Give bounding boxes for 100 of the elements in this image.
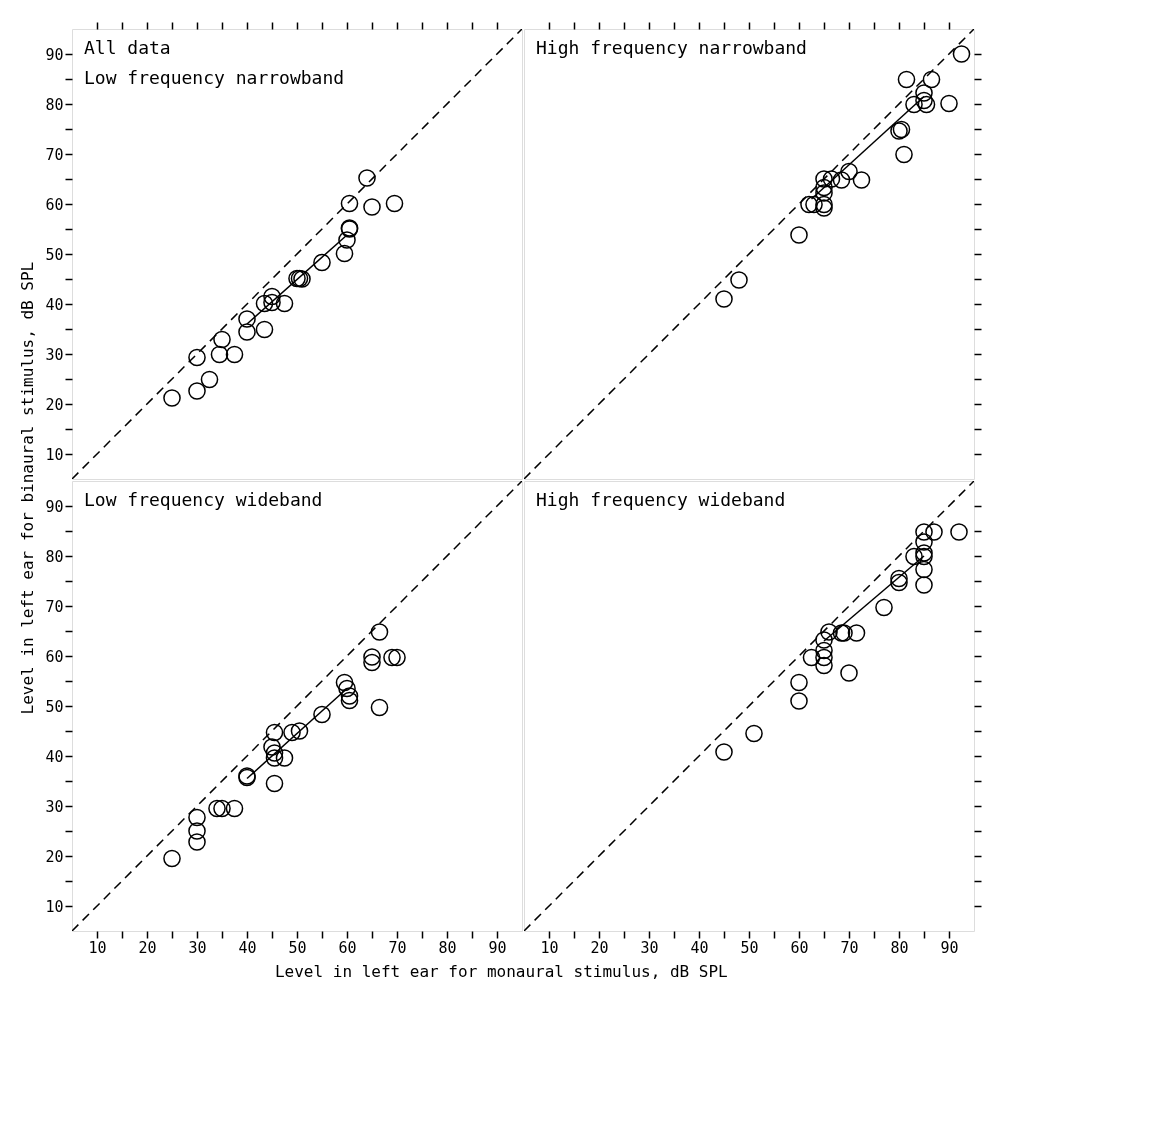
y-tick-label: 60 [45,647,64,666]
y-tick-label: 80 [45,547,64,566]
x-tick-label: 20 [590,938,609,957]
point [952,45,971,63]
point [915,84,933,102]
point [915,533,933,551]
point [832,171,851,189]
y-tick-label: 90 [45,497,64,516]
annotation: High frequency wideband [536,489,786,510]
point [383,648,401,667]
y-tick-label: 90 [45,45,64,64]
y-tick-label: 20 [45,395,64,414]
y-tick-label: 70 [45,597,64,616]
x-tick-label: 80 [438,938,457,957]
point [815,631,833,649]
point [815,648,833,667]
y-tick-label: 10 [45,897,64,916]
x-tick-label: 50 [740,938,759,957]
point [363,653,381,672]
point [815,170,833,188]
point [210,345,229,364]
point [370,623,389,641]
point [238,310,256,328]
point [335,673,354,692]
point [840,162,858,181]
x-tick-label: 80 [890,938,909,957]
x-tick-label: 10 [540,938,559,957]
point [225,799,244,818]
point [840,664,858,682]
point [265,723,284,742]
x-tick-label: 60 [790,938,809,957]
point [275,749,294,767]
point [255,294,274,313]
annotation: Low frequency wideband [84,489,323,510]
point [335,244,354,263]
point [225,345,244,364]
point [370,698,389,717]
point [847,624,866,642]
point [745,724,763,743]
point [915,91,933,110]
point [340,687,359,705]
point [917,95,936,114]
x-tick-label: 50 [288,938,307,957]
y-tick-label: 70 [45,145,64,164]
point [265,774,284,793]
point [915,560,933,579]
annotation: High frequency narrowband [536,37,807,58]
point [822,170,841,188]
x-axis-title: Level in left ear for monaural stimulus, dB SPL [274,961,728,981]
point [188,833,206,851]
point [905,95,923,114]
x-tick-label: 20 [138,938,157,957]
point [852,171,871,189]
x-tick-label: 70 [388,938,407,957]
point [800,195,818,214]
point [255,320,274,339]
point [915,523,933,541]
point [188,382,206,400]
x-tick-label: 90 [488,938,507,957]
point [263,293,281,312]
x-tick-label: 10 [88,938,107,957]
point [790,226,808,244]
point [915,547,933,566]
x-tick-label: 40 [238,938,257,957]
point [363,198,381,216]
point [200,370,219,389]
point [340,194,359,213]
x-tick-label: 40 [690,938,709,957]
point [815,641,833,660]
x-tick-label: 30 [640,938,659,957]
point [790,692,808,710]
point [265,749,284,767]
point [163,389,181,407]
point [358,169,376,187]
point [363,648,381,666]
y-axis-title: Level in left ear for binaural stimulus, dB SPL [18,261,38,715]
point [188,808,206,827]
point [790,673,808,692]
point [238,323,256,341]
point [313,705,331,724]
y-tick-label: 10 [45,445,64,464]
point [815,178,833,197]
point [730,271,748,289]
point [338,679,356,698]
annotation: Low frequency narrowband [84,67,345,88]
point [820,623,838,641]
point [815,656,833,675]
y-tick-label: 60 [45,195,64,214]
point [915,544,933,562]
x-tick-label: 90 [940,938,959,957]
point [715,290,733,308]
y-tick-label: 30 [45,797,64,816]
point [815,199,833,217]
point [925,523,943,541]
point [875,598,893,617]
y-tick-label: 20 [45,847,64,866]
point [338,231,356,249]
point [895,145,913,164]
point [388,648,406,667]
point [340,691,359,710]
